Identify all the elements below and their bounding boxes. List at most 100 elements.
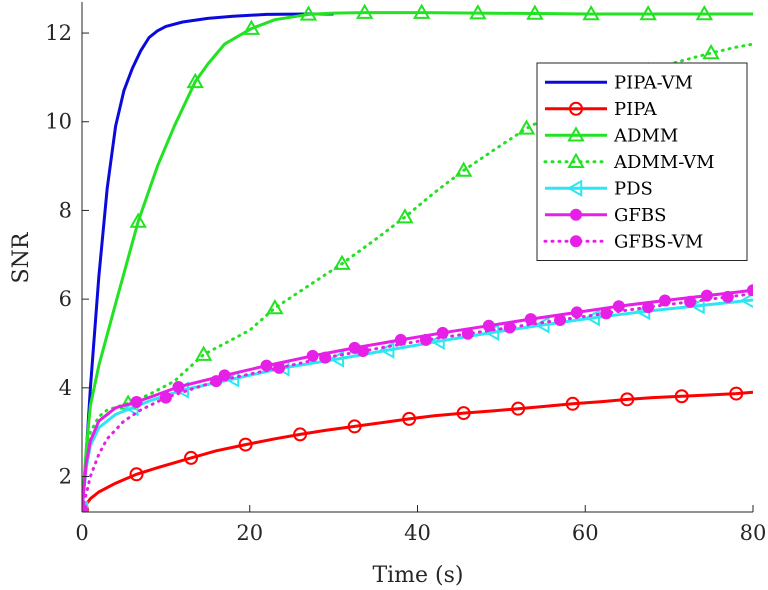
legend-label: PDS <box>614 178 653 199</box>
data-point-gfbs-vm <box>554 313 567 326</box>
data-point-pds <box>739 292 753 309</box>
y-tick-label: 4 <box>59 376 72 400</box>
data-point-gfbs <box>482 319 495 332</box>
data-point-gfbs-vm <box>503 321 516 334</box>
data-point-pipa <box>238 437 253 452</box>
series-line-pipa <box>82 390 753 511</box>
data-point-gfbs-vm <box>356 345 369 358</box>
legend-marker <box>570 235 582 248</box>
legend-label: PIPA <box>614 99 658 120</box>
data-point-pds <box>223 370 240 388</box>
data-point-gfbs-vm <box>419 333 432 346</box>
data-point-pipa <box>620 392 635 407</box>
data-point-gfbs-vm <box>721 290 734 303</box>
data-point-admm-vm <box>454 161 473 177</box>
data-point-gfbs <box>306 349 319 362</box>
data-point-admm <box>695 4 714 21</box>
legend-entry-admm-vm: ADMM-VM <box>543 152 715 173</box>
y-tick-label: 6 <box>59 287 72 311</box>
x-axis-title: Time (s) <box>372 563 463 588</box>
data-point-gfbs <box>172 380 185 393</box>
series-pds <box>82 292 753 512</box>
series-layer <box>82 3 753 512</box>
data-point-pds <box>328 350 345 368</box>
data-point-admm <box>186 72 204 89</box>
series-line-admm-vm <box>82 42 753 512</box>
series-gfbs-vm <box>82 290 753 512</box>
data-point-gfbs-vm <box>642 301 655 314</box>
data-point-admm <box>582 4 600 21</box>
x-tick-label: 20 <box>236 521 263 545</box>
legend: PIPA-VM PIPA ADMM ADMM-VM PDS GFBS GFBS-VM <box>536 62 748 261</box>
data-point-pipa <box>184 450 199 465</box>
series-pipa-vm <box>82 12 334 510</box>
legend-entry-pds: PDS <box>545 178 653 199</box>
series-admm <box>82 3 753 512</box>
legend-marker <box>566 179 583 197</box>
legend-marker <box>567 152 585 168</box>
legend-entry-pipa: PIPA <box>545 99 658 120</box>
data-point-admm-vm <box>396 208 414 224</box>
data-point-pipa <box>129 467 144 482</box>
data-point-admm <box>469 4 487 20</box>
data-point-admm <box>242 19 261 35</box>
data-point-admm <box>299 5 318 21</box>
series-gfbs <box>82 284 753 512</box>
x-tick-label: 0 <box>75 521 88 545</box>
data-point-admm-vm <box>702 43 720 60</box>
y-axis-title: SNR <box>9 231 34 283</box>
y-tick-label: 12 <box>45 21 72 45</box>
data-point-pipa <box>402 411 417 426</box>
data-point-pds <box>689 297 705 315</box>
legend-label: ADMM-VM <box>613 152 715 173</box>
data-point-admm <box>129 212 147 228</box>
series-line-admm <box>82 11 753 510</box>
data-point-admm-vm <box>517 119 536 135</box>
legend-label: GFBS <box>614 205 666 226</box>
data-point-pds <box>584 309 600 327</box>
data-point-gfbs <box>524 313 537 326</box>
data-point-admm <box>526 4 544 20</box>
legend-entry-pipa-vm: PIPA-VM <box>545 72 693 93</box>
data-point-gfbs-vm <box>684 295 697 308</box>
data-point-admm-vm <box>333 254 351 270</box>
data-point-pipa <box>729 386 744 401</box>
data-point-pipa <box>674 389 689 404</box>
data-point-pds <box>379 341 395 359</box>
series-line-gfbs-vm <box>82 292 753 512</box>
data-point-gfbs-vm <box>319 351 332 364</box>
series-line-gfbs <box>82 288 753 510</box>
legend-marker <box>570 208 582 221</box>
data-point-pipa <box>511 401 526 416</box>
data-point-gfbs-vm <box>82 503 88 512</box>
x-tick-label: 80 <box>740 521 767 545</box>
x-tick-label: 60 <box>572 521 599 545</box>
y-tick-label: 10 <box>45 110 72 134</box>
data-point-pipa <box>347 419 362 434</box>
series-line-pipa-vm <box>82 12 334 510</box>
legend-label: PIPA-VM <box>614 72 693 93</box>
legend-entry-gfbs-vm: GFBS-VM <box>543 231 703 252</box>
axes: 0 20 40 60 80 2 4 6 8 10 12 <box>45 2 766 545</box>
data-point-admm <box>639 4 657 21</box>
data-point-admm-vm <box>266 298 284 315</box>
legend-label: GFBS-VM <box>614 231 703 252</box>
legend-entry-admm: ADMM <box>545 125 678 146</box>
data-point-admm-vm <box>194 345 213 361</box>
x-tick-label: 40 <box>404 521 431 545</box>
data-point-gfbs-vm <box>600 307 613 320</box>
data-point-gfbs-vm <box>273 361 286 374</box>
legend-marker <box>567 126 585 142</box>
y-tick-label: 8 <box>59 198 72 222</box>
legend-marker <box>569 101 583 116</box>
series-line-pds <box>82 298 753 510</box>
series-pipa <box>82 386 753 512</box>
data-point-gfbs-vm <box>159 391 172 404</box>
data-point-gfbs-vm <box>461 327 474 340</box>
legend-label: ADMM <box>613 125 678 146</box>
plot-area <box>82 3 753 512</box>
data-point-admm <box>355 3 374 19</box>
data-point-gfbs-vm <box>210 375 223 388</box>
data-point-pipa <box>565 396 580 411</box>
